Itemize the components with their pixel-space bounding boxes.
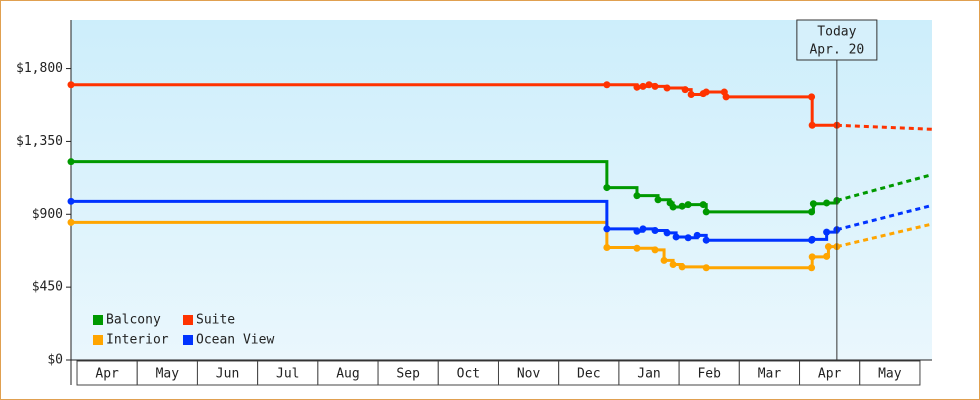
price-point xyxy=(823,228,831,236)
price-point xyxy=(687,90,695,98)
x-tick-box xyxy=(76,360,138,386)
price-point xyxy=(651,82,659,90)
price-point xyxy=(603,81,611,89)
x-tick-label: Sep xyxy=(396,367,420,382)
price-point xyxy=(678,263,686,271)
price-point xyxy=(808,121,816,129)
x-tick-label: Oct xyxy=(457,367,480,382)
price-point xyxy=(699,201,707,209)
price-point xyxy=(808,93,816,101)
legend-label: Balcony xyxy=(106,313,161,328)
price-point xyxy=(633,83,641,91)
price-point xyxy=(639,225,647,233)
projection-line xyxy=(836,123,933,131)
legend-swatch xyxy=(183,315,193,325)
x-tick-box xyxy=(317,360,379,386)
legend-swatch xyxy=(93,315,103,325)
price-point xyxy=(823,199,831,207)
x-tick-label: Mar xyxy=(758,367,782,382)
legend-swatch xyxy=(93,335,103,345)
price-point xyxy=(702,208,710,216)
x-tick-box xyxy=(257,360,319,386)
x-tick-label: Nov xyxy=(517,367,541,382)
price-point xyxy=(651,246,659,254)
price-point xyxy=(678,202,686,210)
price-point xyxy=(603,243,611,251)
plot-area xyxy=(71,20,932,360)
x-tick-box xyxy=(618,360,680,386)
y-tick-label: $900 xyxy=(32,207,63,222)
price-point xyxy=(684,234,692,242)
legend-swatch xyxy=(183,335,193,345)
price-point xyxy=(67,81,75,89)
price-point xyxy=(702,264,710,272)
x-tick-label: Aug xyxy=(336,367,359,382)
today-label: Today xyxy=(817,25,856,40)
price-point xyxy=(722,93,730,101)
price-point xyxy=(67,218,75,226)
y-tick-label: $0 xyxy=(47,353,63,368)
x-tick-label: Feb xyxy=(697,367,721,382)
today-box xyxy=(796,19,878,61)
price-point xyxy=(702,236,710,244)
y-tick-label: $450 xyxy=(32,280,63,295)
legend-label: Suite xyxy=(196,313,235,328)
price-point xyxy=(645,81,653,89)
price-point xyxy=(660,256,668,264)
price-point xyxy=(684,201,692,209)
price-point xyxy=(672,233,680,241)
x-tick-label: May xyxy=(156,367,180,382)
x-tick-label: Jun xyxy=(216,367,239,382)
price-point xyxy=(633,244,641,252)
price-point xyxy=(808,235,816,243)
x-tick-label: Apr xyxy=(818,367,842,382)
price-point xyxy=(654,196,662,204)
price-point xyxy=(808,208,816,216)
price-point xyxy=(693,231,701,239)
price-point xyxy=(663,229,671,237)
price-point xyxy=(669,203,677,211)
x-tick-box xyxy=(196,360,259,386)
x-tick-box xyxy=(799,360,861,386)
x-tick-label: Dec xyxy=(577,367,600,382)
x-tick-box xyxy=(136,360,198,386)
x-tick-label: Apr xyxy=(95,367,119,382)
projection-line xyxy=(836,173,933,202)
legend-label: Interior xyxy=(106,333,169,348)
projection-line xyxy=(836,222,933,249)
price-point xyxy=(633,192,641,200)
price-point xyxy=(681,86,689,94)
x-tick-label: May xyxy=(878,367,902,382)
price-point xyxy=(824,243,832,251)
projection-line xyxy=(836,203,933,232)
price-point xyxy=(669,260,677,268)
today-date: Apr. 20 xyxy=(809,43,864,58)
x-tick-box xyxy=(738,360,801,386)
x-tick-label: Jul xyxy=(276,367,299,382)
x-tick-box xyxy=(859,360,921,386)
price-point xyxy=(603,184,611,192)
price-point xyxy=(823,252,831,260)
price-point xyxy=(67,158,75,166)
legend-label: Ocean View xyxy=(196,333,274,348)
price-point xyxy=(663,84,671,92)
price-point xyxy=(651,226,659,234)
y-tick-label: $1,350 xyxy=(16,134,63,149)
price-point xyxy=(808,253,816,261)
x-tick-label: Jan xyxy=(637,367,660,382)
price-point xyxy=(633,227,641,235)
y-tick-label: $1,800 xyxy=(16,61,63,76)
price-point xyxy=(808,264,816,272)
price-point xyxy=(809,200,817,208)
price-point xyxy=(67,197,75,205)
x-tick-box xyxy=(497,360,560,386)
price-point xyxy=(603,225,611,233)
price-point xyxy=(639,82,647,90)
price-point xyxy=(702,88,710,96)
